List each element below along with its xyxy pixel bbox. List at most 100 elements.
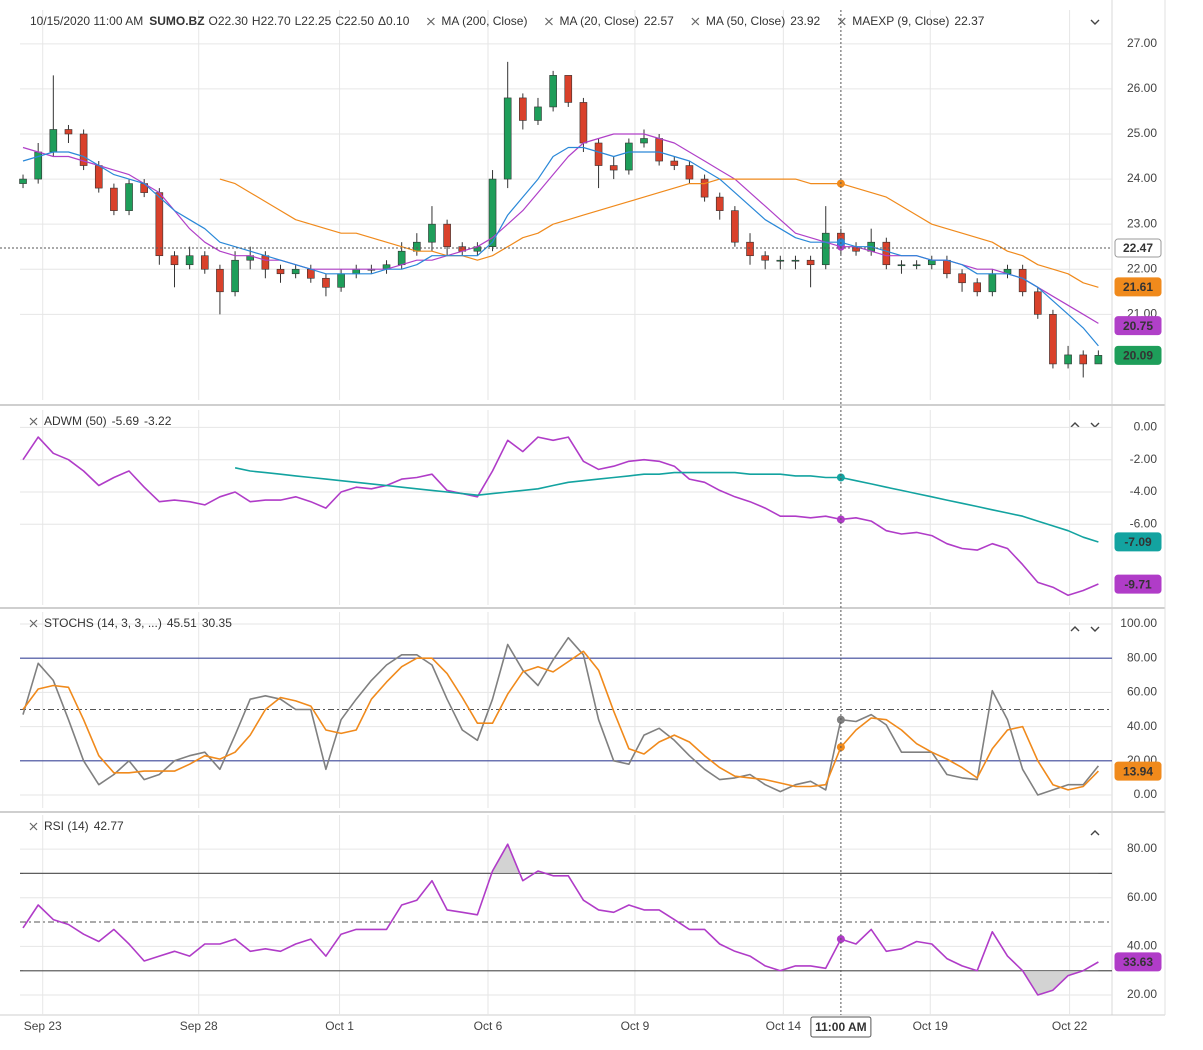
- candle-body: [185, 255, 194, 266]
- candle-body: [231, 259, 239, 293]
- y-tick-label: 24.00: [1127, 171, 1157, 185]
- candle-body: [1064, 354, 1072, 365]
- text-layer: 27.0026.0025.0024.0023.0022.0021.0020.75…: [0, 10, 1162, 1038]
- grid-layer: [20, 10, 1112, 1015]
- candle-body: [715, 196, 724, 211]
- legend-symbol: SUMO.BZ: [149, 14, 204, 28]
- candle-body: [731, 210, 739, 243]
- legend-quote: O22.30: [209, 14, 249, 28]
- candle-body: [594, 142, 603, 166]
- candle-body: [912, 264, 921, 267]
- x-tick-label: Oct 6: [474, 1019, 503, 1033]
- candle-body: [276, 268, 285, 275]
- y-tick-label: 27.00: [1127, 36, 1157, 50]
- legend-quote: C22.50: [335, 14, 374, 28]
- candle-body: [806, 259, 815, 266]
- series-line: [22, 146, 1099, 347]
- panel-button[interactable]: [1090, 830, 1100, 836]
- legend-name: MA (200, Close): [441, 14, 527, 28]
- y-tick-label: 40.00: [1127, 719, 1157, 733]
- candle-body: [897, 264, 906, 267]
- series-line: [22, 843, 1099, 996]
- remove-icon[interactable]: [29, 822, 38, 831]
- x-tick-label: Sep 28: [180, 1019, 218, 1033]
- candle-body: [110, 187, 118, 211]
- crosshair-time-box: [810, 1016, 872, 1038]
- x-tick-label: Oct 14: [766, 1019, 802, 1033]
- x-tick-label: Oct 19: [913, 1019, 949, 1033]
- candle-body: [94, 165, 103, 189]
- remove-icon[interactable]: [545, 17, 553, 26]
- candle-body: [549, 75, 557, 108]
- remove-icon[interactable]: [691, 17, 700, 26]
- panel-buttons[interactable]: [1070, 626, 1100, 632]
- candle-body: [655, 138, 663, 162]
- value-tag: [1114, 277, 1162, 297]
- value-tag: [1114, 532, 1162, 552]
- remove-icon[interactable]: [426, 17, 435, 26]
- y-tick-label: 80.00: [1127, 650, 1157, 664]
- legend-quote: L22.25: [295, 14, 332, 28]
- candle-body: [625, 142, 633, 171]
- value-tag-label: 21.61: [1123, 280, 1153, 294]
- collapse-button[interactable]: [1090, 19, 1100, 25]
- candle-body: [306, 268, 315, 279]
- value-tag-label: 22.47: [1123, 241, 1153, 255]
- candle-body: [958, 273, 966, 284]
- candle-body: [1049, 314, 1057, 365]
- x-tick-label: Oct 9: [621, 1019, 650, 1033]
- candle-body: [155, 192, 164, 257]
- candle-body: [261, 255, 270, 270]
- value-tag: [1114, 345, 1162, 365]
- y-tick-label: -4.00: [1130, 484, 1158, 498]
- candle-body: [488, 178, 497, 248]
- candle-body: [609, 165, 618, 171]
- candle-body: [746, 241, 754, 257]
- candle-body: [519, 97, 527, 121]
- y-tick-label: 100.00: [1120, 616, 1157, 630]
- candle-body: [761, 255, 769, 261]
- y-tick-label: 20.00: [1127, 987, 1157, 1001]
- candle-body: [503, 97, 512, 180]
- candle-body: [927, 259, 936, 266]
- value-tag-label: 20.75: [1123, 319, 1153, 333]
- value-tag: [1114, 316, 1162, 336]
- candle-body: [821, 232, 830, 266]
- candle-body: [579, 102, 588, 144]
- candle-body: [988, 273, 997, 293]
- x-tick-label: Oct 1: [325, 1019, 354, 1033]
- candle-body: [776, 259, 785, 262]
- legend-value: -3.22: [144, 414, 172, 428]
- value-tag: [1114, 238, 1162, 258]
- legend-value: 42.77: [94, 819, 124, 833]
- legend-name: MA (50, Close): [706, 14, 785, 28]
- candle-body: [791, 259, 800, 262]
- y-tick-label: 0.00: [1134, 420, 1158, 434]
- candle-body: [564, 75, 573, 103]
- legend-value: 45.51: [167, 616, 197, 630]
- legend-value: 22.37: [954, 14, 984, 28]
- remove-icon[interactable]: [29, 417, 38, 426]
- series-line: [22, 636, 1100, 796]
- candle-body: [216, 268, 224, 293]
- legend-value: -5.69: [112, 414, 140, 428]
- candle-body: [882, 241, 891, 266]
- crosshair-dot: [836, 473, 845, 482]
- candle-body: [1094, 355, 1103, 365]
- y-tick-label: 80.00: [1127, 841, 1157, 855]
- candle-body: [64, 129, 73, 135]
- candle-body: [1033, 291, 1042, 315]
- candle-body: [125, 183, 133, 211]
- series-line: [219, 178, 1099, 288]
- value-tag-label: 13.94: [1123, 764, 1153, 778]
- value-tag-label: 20.09: [1123, 349, 1153, 363]
- remove-icon[interactable]: [29, 619, 38, 628]
- legend-value: 30.35: [202, 616, 232, 630]
- remove-icon[interactable]: [837, 17, 846, 26]
- candle-body: [170, 255, 179, 266]
- legend-title: STOCHS (14, 3, 3, ...): [44, 616, 162, 630]
- candle-body: [670, 160, 679, 166]
- candle-body: [79, 133, 88, 166]
